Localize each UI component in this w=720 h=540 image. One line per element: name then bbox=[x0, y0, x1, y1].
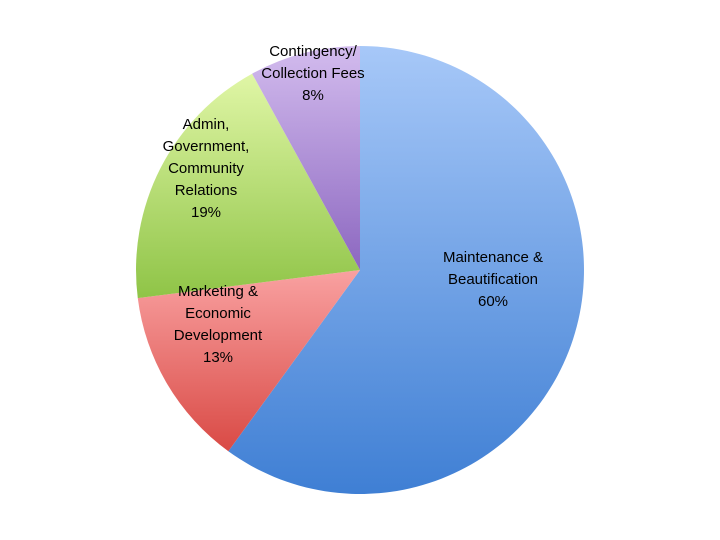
slice-percent: 13% bbox=[203, 349, 233, 366]
slice-label-line: Admin, bbox=[183, 116, 230, 133]
slice-label: Admin, Government, Community Relations 19% bbox=[163, 116, 250, 221]
pie-slice bbox=[137, 270, 360, 452]
slice-label-line: Beautification bbox=[448, 271, 538, 288]
slice-percent: 8% bbox=[302, 87, 324, 104]
slice-label-line: Marketing & bbox=[178, 283, 258, 300]
slice-label-line: Maintenance & bbox=[443, 249, 543, 266]
pie-slices bbox=[136, 46, 585, 494]
slice-label-line: Economic bbox=[185, 305, 251, 322]
slice-labels: Maintenance & Beautification 60% Marketing … bbox=[163, 43, 543, 366]
slice-percent: 60% bbox=[478, 293, 508, 310]
pie-slice bbox=[252, 46, 360, 270]
slice-label-line: Development bbox=[174, 327, 263, 344]
slice-label-line: Relations bbox=[175, 182, 238, 199]
slice-label-line: Government, bbox=[163, 138, 250, 155]
slice-label: Contingency/Collection Fees 8% bbox=[261, 43, 364, 104]
slice-percent: 19% bbox=[191, 204, 221, 221]
pie-slice bbox=[136, 73, 360, 299]
pie-slice bbox=[228, 46, 585, 494]
slice-label: Marketing & Economic Development 13% bbox=[174, 283, 263, 366]
slice-label-line: Collection Fees bbox=[261, 65, 364, 82]
slice-label-line: Community bbox=[168, 160, 244, 177]
slice-label: Maintenance & Beautification 60% bbox=[443, 249, 543, 310]
slice-label-line: Contingency/ bbox=[269, 43, 357, 60]
